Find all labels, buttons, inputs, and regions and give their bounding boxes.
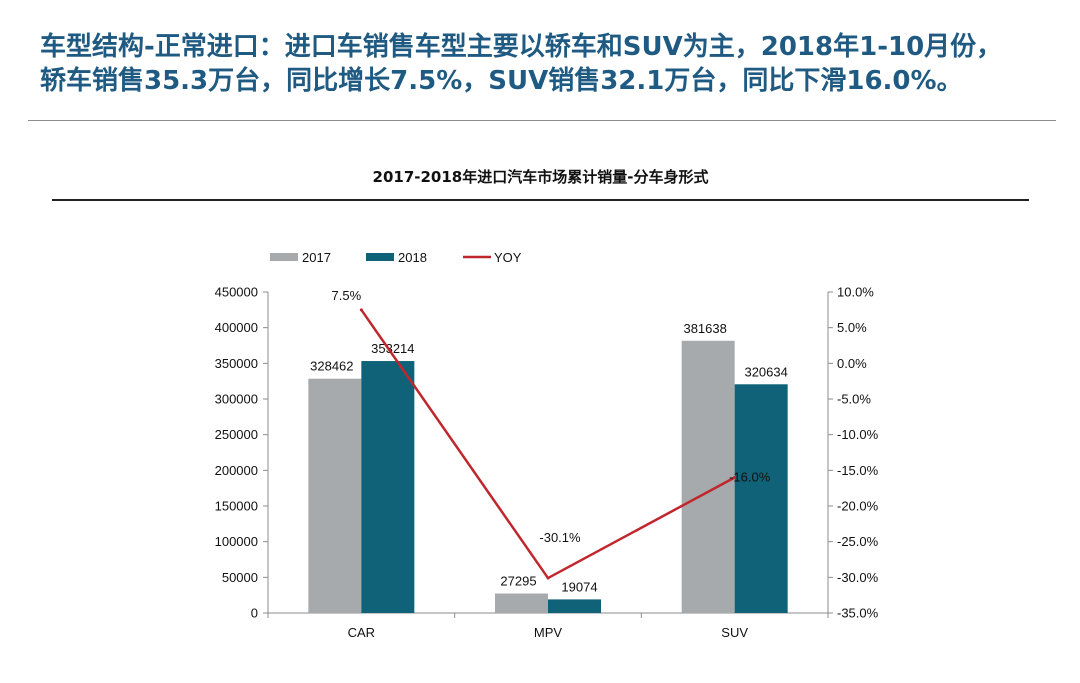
legend-swatch-2017 bbox=[270, 253, 298, 261]
y-tick-label-left: 50000 bbox=[222, 570, 258, 585]
y-tick-label-left: 250000 bbox=[215, 427, 258, 442]
bar-2017-suv bbox=[681, 340, 735, 613]
y-tick-label-right: -20.0% bbox=[837, 499, 879, 514]
y-tick-label-left: 200000 bbox=[215, 463, 258, 478]
legend-label-2018: 2018 bbox=[398, 250, 427, 265]
legend-label-yoy: YOY bbox=[494, 250, 522, 265]
yoy-point-car bbox=[359, 308, 363, 312]
y-tick-label-left: 450000 bbox=[215, 285, 258, 300]
y-tick-label-right: 0.0% bbox=[837, 356, 867, 371]
data-label-2018-car: 353214 bbox=[371, 341, 414, 356]
data-label-2017-suv: 381638 bbox=[683, 321, 726, 336]
data-label-yoy-suv: -16.0% bbox=[729, 469, 771, 484]
bar-2018-car bbox=[361, 361, 415, 613]
headline-line-2: 轿车销售35.3万台，同比增长7.5%，SUV销售32.1万台，同比下滑16.0… bbox=[40, 66, 963, 96]
legend-swatch-2018 bbox=[366, 253, 394, 261]
x-tick-label: SUV bbox=[721, 625, 748, 640]
data-label-yoy-car: 7.5% bbox=[332, 288, 362, 303]
x-tick-label: MPV bbox=[534, 625, 563, 640]
yoy-point-suv bbox=[733, 475, 737, 479]
y-tick-label-right: 5.0% bbox=[837, 320, 867, 335]
bar-2018-suv bbox=[734, 384, 788, 613]
header-divider bbox=[28, 120, 1056, 121]
data-label-yoy-mpv: -30.1% bbox=[539, 530, 581, 545]
y-tick-label-left: 400000 bbox=[215, 320, 258, 335]
y-tick-label-left: 100000 bbox=[215, 534, 258, 549]
chart-title-underline bbox=[52, 199, 1029, 201]
headline: 车型结构-正常进口：进口车销售车型主要以轿车和SUV为主，2018年1-10月份… bbox=[40, 30, 1070, 98]
legend-label-2017: 2017 bbox=[302, 250, 331, 265]
y-tick-label-right: -25.0% bbox=[837, 534, 879, 549]
y-tick-label-left: 300000 bbox=[215, 392, 258, 407]
y-tick-label-left: 0 bbox=[251, 606, 258, 621]
y-tick-label-left: 350000 bbox=[215, 356, 258, 371]
bar-2018-mpv bbox=[548, 599, 601, 613]
y-tick-label-right: -30.0% bbox=[837, 570, 879, 585]
data-label-2018-mpv: 19074 bbox=[561, 579, 597, 594]
chart-title: 2017-2018年进口汽车市场累计销量-分车身形式 bbox=[372, 168, 709, 186]
y-tick-label-left: 150000 bbox=[215, 499, 258, 514]
y-tick-label-right: -10.0% bbox=[837, 427, 879, 442]
data-label-2017-car: 328462 bbox=[310, 359, 353, 374]
y-tick-label-right: 10.0% bbox=[837, 285, 874, 300]
y-tick-label-right: -5.0% bbox=[837, 392, 871, 407]
x-tick-label: CAR bbox=[348, 625, 375, 640]
data-label-2017-mpv: 27295 bbox=[500, 574, 536, 589]
headline-line-1: 车型结构-正常进口：进口车销售车型主要以轿车和SUV为主，2018年1-10月份… bbox=[40, 32, 1003, 62]
y-tick-label-right: -35.0% bbox=[837, 606, 879, 621]
bar-2017-car bbox=[308, 378, 362, 613]
yoy-point-mpv bbox=[546, 576, 550, 580]
y-tick-label-right: -15.0% bbox=[837, 463, 879, 478]
bar-2017-mpv bbox=[495, 593, 548, 613]
data-label-2018-suv: 320634 bbox=[744, 364, 787, 379]
